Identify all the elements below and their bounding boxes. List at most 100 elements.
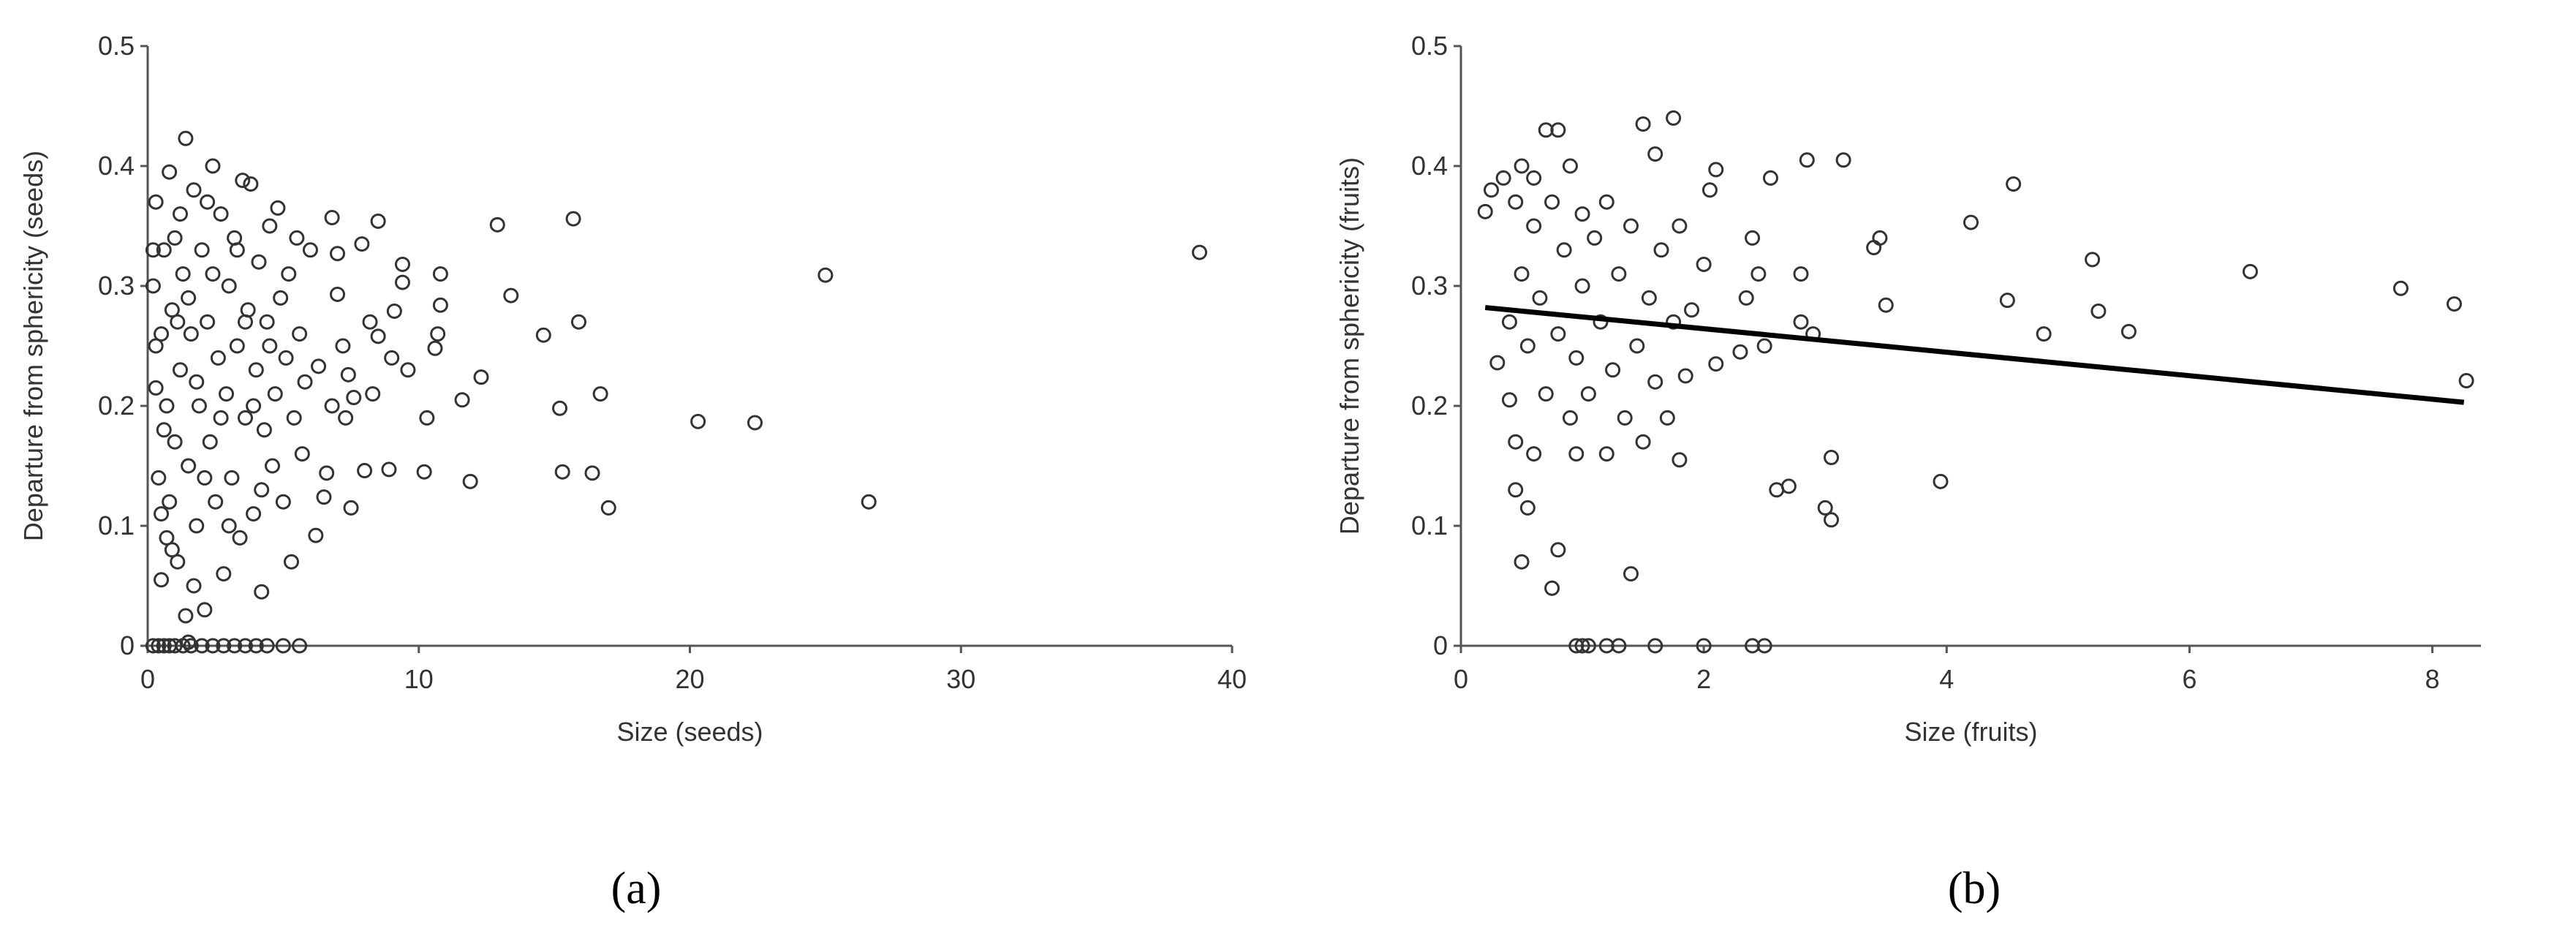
scatter-point xyxy=(270,200,286,216)
scatter-point xyxy=(237,638,253,654)
scatter-point xyxy=(1824,512,1840,528)
x-tick-label: 40 xyxy=(1217,664,1247,694)
scatter-point xyxy=(178,130,194,146)
scatter-point xyxy=(213,206,229,222)
scatter-point xyxy=(248,638,264,654)
scatter-point xyxy=(1793,314,1809,330)
scatter-point xyxy=(156,422,172,438)
scatter-point xyxy=(370,213,386,229)
scatter-point xyxy=(1635,434,1651,450)
x-tick-label: 0 xyxy=(1454,664,1468,694)
scatter-point xyxy=(1580,386,1596,402)
scatter-point xyxy=(1514,554,1530,570)
scatter-point xyxy=(1963,214,1979,230)
scatter-point xyxy=(1835,152,1851,168)
scatter-point xyxy=(243,176,259,192)
scatter-point xyxy=(154,506,170,522)
scatter-point xyxy=(186,182,202,198)
panel-label: (b) xyxy=(1948,864,2001,913)
scatter-point xyxy=(1580,638,1596,654)
scatter-point xyxy=(167,638,183,654)
y-axis-title: Departure from sphericity (fruits) xyxy=(1334,157,1364,535)
scatter-point xyxy=(1514,266,1530,282)
scatter-point xyxy=(319,465,335,481)
scatter-point xyxy=(1866,240,1882,256)
scatter-point xyxy=(1999,293,2015,309)
scatter-point xyxy=(489,216,505,233)
scatter-point xyxy=(232,529,248,546)
scatter-point xyxy=(172,362,188,378)
scatter-point xyxy=(1780,478,1797,494)
scatter-point xyxy=(1587,230,1603,246)
scatter-point xyxy=(213,410,229,426)
scatter-point xyxy=(1519,500,1536,516)
scatter-point xyxy=(292,326,308,342)
scatter-point xyxy=(1598,446,1614,462)
y-tick-label: 0.4 xyxy=(1411,151,1448,181)
scatter-point xyxy=(395,256,411,272)
scatter-point xyxy=(365,386,381,402)
scatter-point xyxy=(1647,374,1663,390)
scatter-point xyxy=(384,350,400,366)
scatter-point xyxy=(1593,314,1609,330)
scatter-point xyxy=(1495,170,1511,186)
scatter-point xyxy=(265,458,281,474)
scatter-point xyxy=(294,446,310,462)
x-axis-title: Size (seeds) xyxy=(616,717,763,747)
scatter-point xyxy=(1623,218,1639,234)
scatter-point xyxy=(1532,290,1548,306)
scatter-point xyxy=(395,274,411,290)
scatter-point xyxy=(1629,338,1645,354)
scatter-point xyxy=(167,434,183,450)
scatter-point xyxy=(2458,373,2474,389)
scatter-point xyxy=(178,608,194,624)
scatter-point xyxy=(1514,158,1530,174)
scatter-point xyxy=(254,482,270,498)
scatter-point xyxy=(861,494,877,510)
chart-panel: 0 0.1 0.2 0.3 0.4 0.5 0 10 20 30 40 Size (seeds) Dep… xyxy=(18,31,1247,913)
scatter-point xyxy=(156,242,172,258)
scatter-point xyxy=(370,328,386,344)
scatter-point xyxy=(1605,362,1621,378)
scatter-point xyxy=(1933,473,1949,489)
scatter-point xyxy=(1641,290,1657,306)
y-tick-label: 0.5 xyxy=(1411,31,1448,61)
scatter-point xyxy=(592,386,608,402)
scatter-point xyxy=(164,542,180,558)
scatter-point xyxy=(1617,410,1633,426)
y-tick-label: 0.1 xyxy=(98,510,135,540)
x-tick-label: 8 xyxy=(2425,664,2440,694)
scatter-point xyxy=(2090,303,2107,319)
scatter-point xyxy=(1598,194,1614,210)
scatter-point xyxy=(1672,452,1688,468)
scatter-point xyxy=(148,194,164,210)
scatter-point xyxy=(302,242,318,258)
scatter-point xyxy=(181,634,197,650)
x-axis-title: Size (fruits) xyxy=(1904,717,2037,747)
scatter-point xyxy=(194,638,210,654)
scatter-point xyxy=(194,242,210,258)
scatter-point xyxy=(191,398,207,414)
y-tick-label: 0.3 xyxy=(1411,271,1448,301)
x-tick-label: 30 xyxy=(946,664,975,694)
scatter-point xyxy=(1872,230,1888,246)
scatter-point xyxy=(584,465,600,481)
scatter-point xyxy=(362,314,378,330)
scatter-point xyxy=(197,470,213,486)
scatter-point xyxy=(229,338,245,354)
scatter-point xyxy=(1544,194,1560,210)
scatter-point xyxy=(1556,242,1572,258)
scatter-point xyxy=(162,494,178,510)
scatter-point xyxy=(205,158,221,174)
scatter-point xyxy=(151,638,167,654)
scatter-point xyxy=(221,278,237,294)
scatter-point xyxy=(2006,176,2022,192)
scatter-point xyxy=(1568,350,1584,366)
scatter-point xyxy=(283,554,299,570)
scatter-point xyxy=(1568,446,1584,462)
scatter-point xyxy=(381,461,397,478)
panel-label: (a) xyxy=(611,864,662,913)
scatter-point xyxy=(1489,355,1506,371)
scatter-point xyxy=(189,374,205,390)
